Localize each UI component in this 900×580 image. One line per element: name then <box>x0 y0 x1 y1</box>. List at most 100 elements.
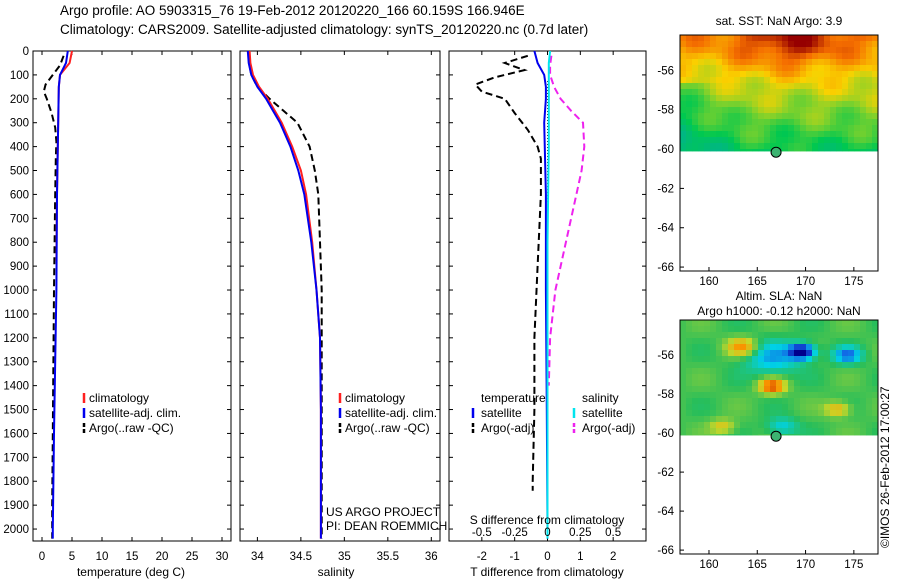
map-cell <box>686 350 693 357</box>
map-cell <box>866 422 873 429</box>
map-cell <box>794 53 801 60</box>
map-cell <box>830 113 837 120</box>
map-cell <box>866 344 873 351</box>
map-cell <box>764 143 771 150</box>
map-cell <box>770 404 777 411</box>
map-cell <box>752 137 759 144</box>
map-cell <box>812 119 819 126</box>
map-cell <box>722 149 729 152</box>
map-cell <box>782 362 789 369</box>
map-cell <box>704 137 711 144</box>
map-cell <box>848 344 855 351</box>
map-cell <box>812 113 819 120</box>
map-cell <box>818 434 825 436</box>
map-cell <box>740 71 747 78</box>
map-cell <box>824 368 831 375</box>
map-cell <box>800 320 807 327</box>
map-cell <box>848 434 855 436</box>
map-cell <box>836 392 843 399</box>
map-cell <box>680 356 687 363</box>
map-cell <box>716 41 723 48</box>
temperature-tick-label: 30 <box>216 551 229 563</box>
map-cell <box>740 143 747 150</box>
map-cell <box>722 35 729 42</box>
sla-heatmap <box>680 320 878 436</box>
map-cell <box>854 380 861 387</box>
map-cell <box>800 41 807 48</box>
map-cell <box>776 83 783 90</box>
map-cell <box>848 143 855 150</box>
map-cell <box>806 113 813 120</box>
map-cell <box>866 65 873 72</box>
map-cell <box>692 332 699 339</box>
depth-tick-label: 2000 <box>3 524 29 536</box>
map-cell <box>764 125 771 132</box>
map-cell <box>812 41 819 48</box>
map-cell <box>746 35 753 42</box>
map-cell <box>680 35 687 42</box>
map-cell <box>776 119 783 126</box>
map-cell <box>794 380 801 387</box>
map-cell <box>740 422 747 429</box>
map-cell <box>704 149 711 152</box>
map-cell <box>746 368 753 375</box>
map-cell <box>746 101 753 108</box>
map-cell <box>860 416 867 423</box>
map-cell <box>752 422 759 429</box>
map-cell <box>710 374 717 381</box>
map-cell <box>710 59 717 66</box>
map-cell <box>764 41 771 48</box>
map-cell <box>848 77 855 84</box>
map-cell <box>734 428 741 435</box>
map-cell <box>824 410 831 417</box>
argo-temperature-line <box>42 55 65 539</box>
map-cell <box>776 422 783 429</box>
map-cell <box>806 137 813 144</box>
map-cell <box>788 422 795 429</box>
map-cell <box>788 53 795 60</box>
map-cell <box>758 374 765 381</box>
map-cell <box>824 71 831 78</box>
map-cell <box>764 89 771 96</box>
map-cell <box>686 77 693 84</box>
map-cell <box>680 83 687 90</box>
map-cell <box>860 101 867 108</box>
map-cell <box>716 398 723 405</box>
map-cell <box>782 71 789 78</box>
map-cell <box>716 119 723 126</box>
map-cell <box>872 119 878 126</box>
map-cell <box>788 101 795 108</box>
legend-label: climatology <box>89 391 149 405</box>
map-cell <box>752 35 759 42</box>
map-cell <box>794 77 801 84</box>
map-cell <box>854 350 861 357</box>
map-cell <box>776 416 783 423</box>
map-cell <box>866 392 873 399</box>
map-cell <box>794 65 801 72</box>
map-cell <box>818 386 825 393</box>
map-cell <box>836 350 843 357</box>
map-lat-label: -60 <box>657 428 674 440</box>
map-cell <box>866 143 873 150</box>
map-cell <box>782 404 789 411</box>
map-cell <box>788 119 795 126</box>
map-cell <box>860 41 867 48</box>
map-cell <box>782 416 789 423</box>
map-cell <box>848 398 855 405</box>
map-cell <box>710 89 717 96</box>
map-cell <box>752 47 759 54</box>
map-cell <box>752 404 759 411</box>
map-cell <box>758 119 765 126</box>
map-cell <box>770 386 777 393</box>
depth-tick-label: 1200 <box>3 333 29 345</box>
map-cell <box>686 113 693 120</box>
map-cell <box>734 113 741 120</box>
map-cell <box>866 125 873 132</box>
map-cell <box>800 326 807 333</box>
map-cell <box>848 380 855 387</box>
map-cell <box>860 77 867 84</box>
legend-label: satellite <box>582 406 623 420</box>
map-cell <box>872 392 878 399</box>
map-cell <box>782 113 789 120</box>
map-cell <box>860 320 867 327</box>
